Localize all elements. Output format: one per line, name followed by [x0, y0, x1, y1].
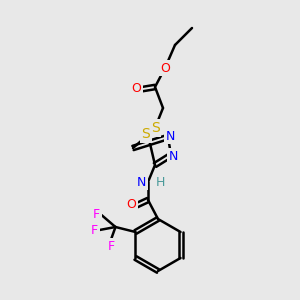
- Text: F: F: [108, 239, 115, 253]
- Text: N: N: [165, 130, 175, 142]
- Text: O: O: [160, 61, 170, 74]
- Text: F: F: [93, 208, 100, 220]
- Text: S: S: [151, 121, 159, 135]
- Text: O: O: [131, 82, 141, 94]
- Text: H: H: [156, 176, 165, 188]
- Text: N: N: [136, 176, 146, 188]
- Text: S: S: [142, 127, 150, 141]
- Text: F: F: [91, 224, 98, 236]
- Text: N: N: [168, 149, 178, 163]
- Text: O: O: [126, 199, 136, 212]
